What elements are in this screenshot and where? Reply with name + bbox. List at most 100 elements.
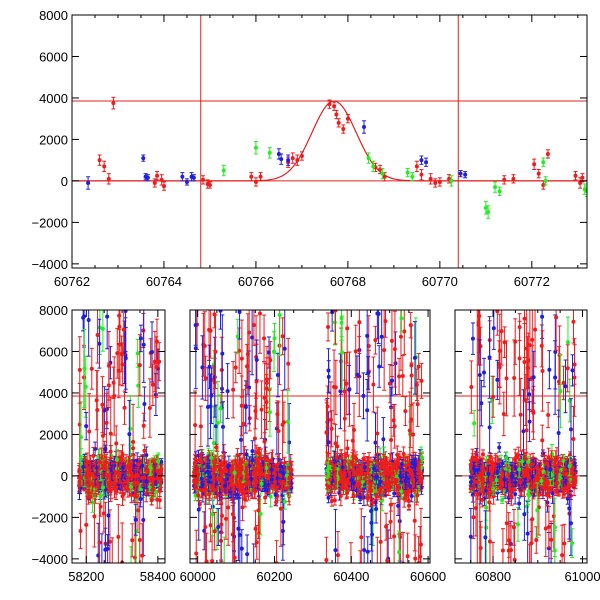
point-marker: [145, 175, 150, 180]
point-marker: [221, 168, 226, 173]
data-point: [154, 318, 159, 365]
data-point: [88, 464, 93, 486]
point-marker: [102, 164, 107, 169]
y-tick-label: 2000: [39, 427, 68, 442]
data-point: [299, 151, 304, 161]
point-marker: [77, 474, 82, 479]
point-marker: [201, 177, 206, 182]
data-point: [276, 148, 281, 160]
point-marker: [437, 179, 442, 184]
data-point: [191, 174, 196, 182]
data-point: [128, 482, 133, 492]
point-marker: [154, 365, 159, 370]
point-marker: [144, 479, 149, 484]
point-marker: [115, 470, 120, 475]
data-point: [536, 168, 541, 179]
data-point: [155, 171, 160, 181]
data-point: [332, 101, 337, 111]
point-marker: [511, 176, 516, 181]
data-point: [280, 317, 285, 356]
point-marker: [156, 459, 161, 464]
data-point: [114, 425, 119, 462]
point-marker: [299, 154, 304, 159]
y-tick-label: 8000: [39, 8, 68, 23]
point-marker: [536, 171, 541, 176]
data-point: [105, 534, 110, 563]
point-marker: [106, 485, 111, 490]
data-point: [463, 171, 468, 179]
data-point: [279, 153, 284, 165]
point-marker: [121, 327, 126, 332]
point-marker: [502, 177, 507, 182]
data-point: [133, 503, 138, 536]
point-marker: [111, 380, 116, 385]
point-marker: [250, 335, 255, 340]
y-tick-label: 6000: [39, 49, 68, 64]
point-marker: [91, 453, 96, 458]
point-marker: [161, 184, 166, 189]
data-point: [405, 167, 410, 178]
x-tick-label: 60764: [146, 274, 182, 289]
axes-frame: [71, 309, 166, 564]
data-point: [102, 160, 107, 173]
point-marker: [81, 315, 86, 320]
plot-area: [72, 15, 587, 268]
data-point: [341, 124, 346, 134]
point-marker: [137, 363, 142, 368]
data-point: [89, 347, 94, 390]
point-marker: [84, 522, 89, 527]
series-blue: [86, 120, 468, 190]
point-marker: [140, 553, 145, 558]
y-tick-label: −4000: [31, 257, 68, 272]
data-point: [119, 455, 124, 464]
data-point: [159, 458, 164, 466]
y-tick-label: 0: [61, 469, 68, 484]
point-marker: [141, 423, 146, 428]
data-point: [112, 356, 117, 436]
data-point: [95, 370, 100, 451]
data-point: [112, 477, 117, 489]
point-marker: [127, 467, 132, 472]
data-point: [140, 523, 145, 563]
point-marker: [157, 488, 162, 493]
point-marker: [133, 474, 138, 479]
point-marker: [155, 462, 160, 467]
data-point: [136, 363, 141, 408]
data-point: [290, 152, 295, 164]
point-marker: [458, 171, 463, 176]
point-marker: [141, 517, 146, 522]
point-marker: [414, 164, 419, 169]
data-point: [86, 466, 91, 478]
point-marker: [90, 500, 95, 505]
point-marker: [110, 569, 114, 573]
data-point: [106, 483, 111, 492]
point-marker: [84, 462, 89, 467]
point-marker: [410, 174, 415, 179]
data-point: [573, 171, 578, 181]
point-marker: [117, 324, 122, 329]
y-tick-label: −4000: [31, 552, 68, 567]
point-marker: [253, 179, 258, 184]
point-marker: [345, 116, 350, 121]
point-marker: [541, 160, 546, 165]
data-point: [138, 324, 143, 353]
point-marker: [86, 469, 91, 474]
point-marker: [150, 349, 155, 354]
data-point: [380, 167, 385, 180]
data-point: [247, 405, 252, 432]
point-marker: [123, 310, 128, 313]
point-marker: [120, 465, 125, 470]
season-points: [77, 310, 164, 573]
point-marker: [101, 485, 106, 490]
point-marker: [81, 464, 86, 469]
point-marker: [135, 481, 140, 486]
point-marker: [106, 513, 111, 518]
data-point: [433, 178, 438, 188]
point-marker: [105, 314, 110, 319]
data-point: [336, 118, 341, 128]
point-marker: [332, 104, 337, 109]
point-marker: [78, 435, 83, 440]
point-marker: [129, 474, 134, 479]
data-point: [141, 412, 146, 439]
data-point: [486, 205, 491, 219]
